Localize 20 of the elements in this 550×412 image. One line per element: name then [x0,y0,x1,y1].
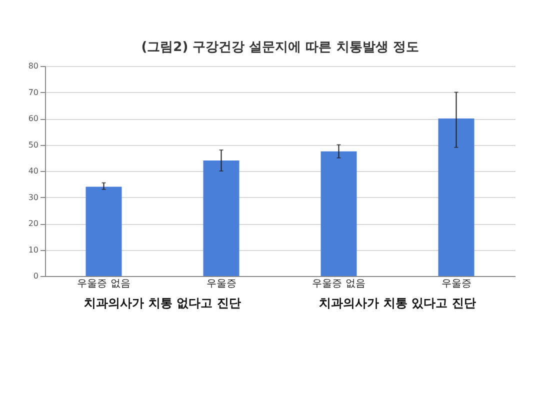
y-tick-label: 50 [28,140,38,150]
y-tick-label: 30 [28,192,38,202]
x-tick-label: 우울증 없음 [77,278,130,290]
bar [86,186,122,276]
y-tick-label: 0 [33,272,38,280]
chart-title: (그림2) 구강건강 설문지에 따른 치통발생 정도 [141,40,419,55]
bar [438,118,474,276]
text: 치과의사가 치통 있다고 진단 [319,296,476,310]
y-tick-label: 40 [28,166,38,176]
y-tick-label: 20 [28,219,38,228]
x-tick-label: 우울증 [441,278,472,290]
y-tick-label: 70 [28,88,38,97]
x-tick-label: 우울증 [206,278,236,290]
y-tick-label: 80 [28,62,38,70]
text: 치과의사가 치통 없다고 진단 [84,296,241,310]
x-tick-label: 우울증 없음 [312,278,366,290]
bar [203,160,240,276]
bar [320,151,357,276]
y-tick-label: 10 [28,245,38,254]
y-tick-label: 60 [28,114,38,123]
